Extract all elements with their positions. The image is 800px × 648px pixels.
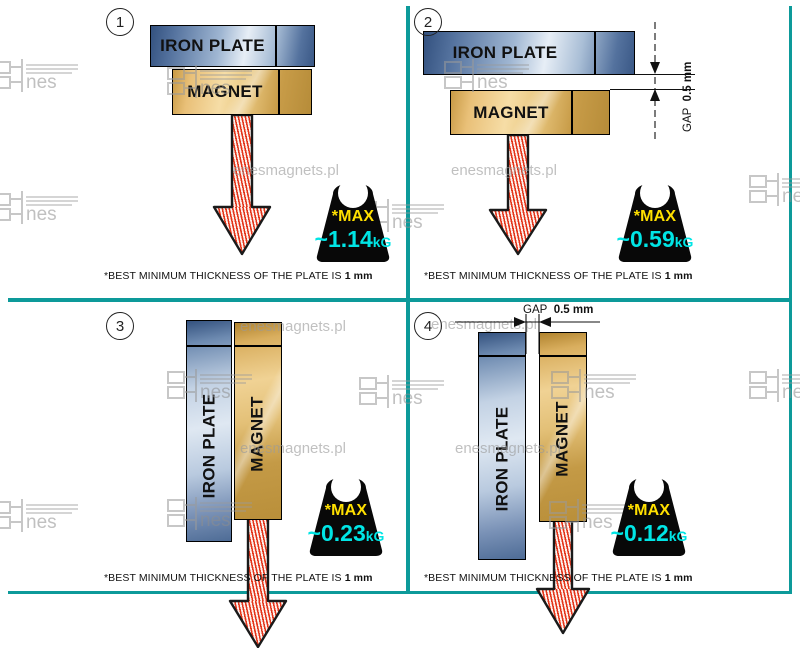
horizontal-divider [8, 298, 792, 302]
force-unit-4: kG [668, 528, 688, 544]
vertical-divider [406, 6, 410, 594]
panel-4: 4 IRON PLATE MAGNET GAP 0.5 [410, 302, 800, 635]
force-number-2: ~0.59 [616, 226, 675, 252]
weight-icon-2: *MAX ~0.59kG [605, 168, 705, 263]
bottom-frame-line [8, 591, 792, 594]
panel-3: 3 IRON PLATE MAGNET [0, 302, 406, 648]
magnet-block-1: MAGNET [172, 69, 312, 115]
gap-text-2: GAP 0.5 mm [682, 61, 694, 132]
iron-plate-block-4: IRON PLATE [478, 332, 526, 560]
iron-plate-block-3: IRON PLATE [186, 320, 232, 542]
caption-2: *BEST MINIMUM THICKNESS OF THE PLATE IS … [424, 270, 693, 282]
max-label-1: *MAX [331, 208, 375, 225]
weight-icon-1: *MAX ~1.14kG [303, 168, 403, 263]
force-arrow-2 [488, 133, 548, 256]
weight-icon-3: *MAX ~0.23kG [296, 462, 396, 557]
magnet-label-1: MAGNET [187, 82, 263, 101]
right-frame-line [789, 6, 792, 594]
panel-1: 1 IRON PLATE MAGNET [0, 0, 406, 298]
weight-icon-4: *MAX ~0.12kG [599, 462, 699, 557]
force-value-3: ~0.23kG [296, 520, 396, 547]
magnet-label-3: MAGNET [248, 396, 267, 472]
magnet-label-2: MAGNET [473, 102, 549, 122]
caption-1: *BEST MINIMUM THICKNESS OF THE PLATE IS … [104, 270, 373, 282]
iron-plate-label-1: IRON PLATE [160, 36, 265, 55]
gap-dimension-2: GAP 0.5 mm [410, 0, 800, 160]
force-unit-2: kG [674, 234, 694, 250]
force-value-4: ~0.12kG [599, 520, 699, 547]
force-value-1: ~1.14kG [303, 226, 403, 253]
force-number-3: ~0.23 [307, 520, 366, 546]
force-number-4: ~0.12 [610, 520, 669, 546]
iron-plate-block-1: IRON PLATE [150, 25, 315, 67]
iron-plate-label-2: IRON PLATE [452, 43, 558, 62]
max-label-3: *MAX [324, 502, 368, 519]
iron-plate-label-4: IRON PLATE [492, 406, 511, 512]
max-label-4: *MAX [627, 502, 671, 519]
force-arrow-1 [212, 113, 272, 256]
panel-number-3: 3 [106, 312, 134, 340]
gap-dimension-4: GAP 0.5 mm [410, 302, 800, 382]
iron-plate-label-3: IRON PLATE [199, 393, 218, 499]
magnet-block-3: MAGNET [234, 322, 282, 520]
magnet-label-4: MAGNET [553, 401, 572, 477]
force-unit-3: kG [365, 528, 385, 544]
caption-4: *BEST MINIMUM THICKNESS OF THE PLATE IS … [424, 572, 693, 584]
force-unit-1: kG [372, 234, 392, 250]
force-value-2: ~0.59kG [605, 226, 705, 253]
panel-2: 2 IRON PLATE MAGNET GAP 0.5 mm [410, 0, 800, 298]
gap-text-4: GAP 0.5 mm [523, 304, 594, 316]
panel-number-4: 4 [414, 312, 442, 340]
panel-number-1: 1 [106, 8, 134, 36]
max-label-2: *MAX [633, 208, 677, 225]
panel-number-2: 2 [414, 8, 442, 36]
force-number-1: ~1.14 [314, 226, 373, 252]
caption-3: *BEST MINIMUM THICKNESS OF THE PLATE IS … [104, 572, 373, 584]
